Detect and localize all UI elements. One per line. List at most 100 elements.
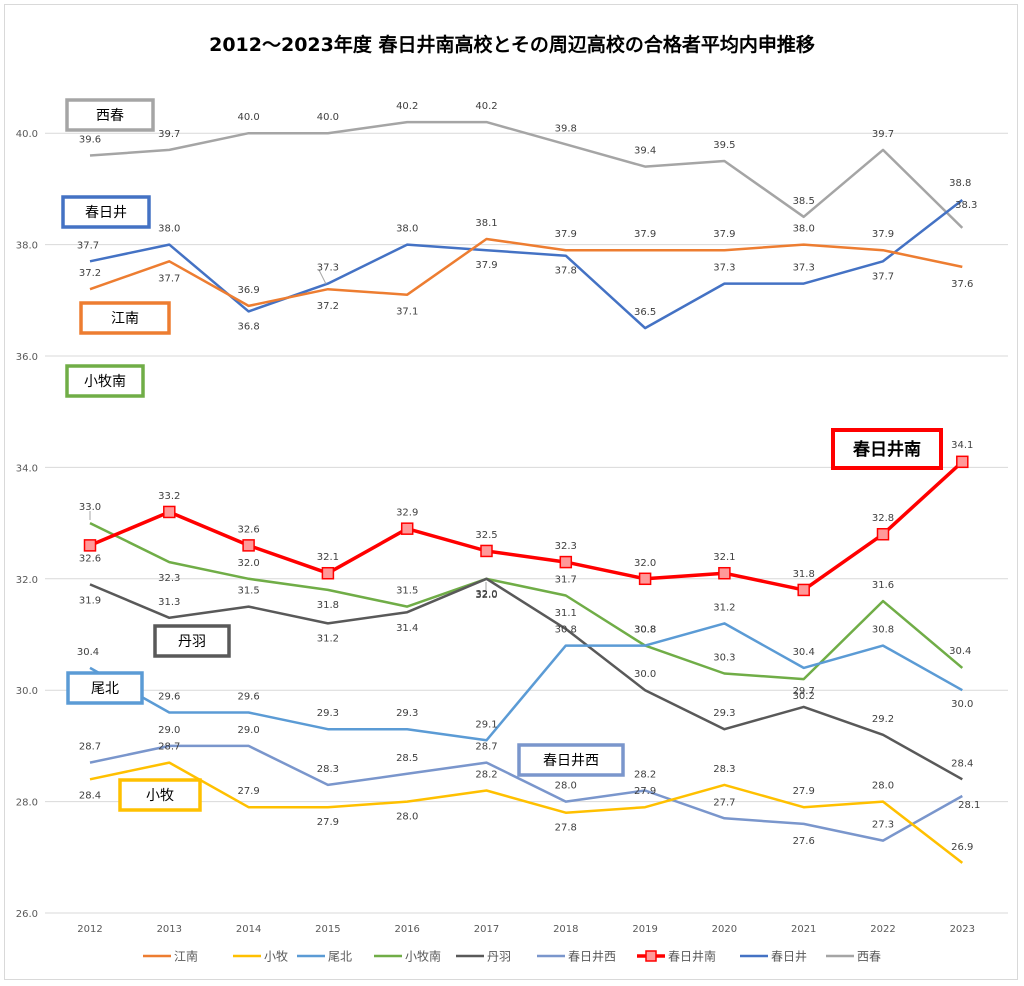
- series-callout-box: [79, 301, 171, 335]
- data-label: 29.3: [713, 708, 735, 719]
- y-tick-label: 26.0: [16, 909, 38, 920]
- data-label: 36.9: [237, 285, 259, 296]
- data-label: 32.0: [634, 558, 656, 569]
- gridlines: [45, 132, 1008, 914]
- data-label: 30.8: [555, 625, 577, 636]
- x-tick-label: 2017: [474, 924, 499, 935]
- data-label: 27.6: [793, 836, 815, 847]
- x-tick-label: 2015: [315, 924, 340, 935]
- data-label: 31.7: [555, 575, 577, 586]
- series-callout-box: [831, 428, 943, 470]
- series-marker: [480, 544, 493, 558]
- data-label: 39.7: [872, 129, 894, 140]
- y-tick-label: 38.0: [16, 241, 38, 252]
- data-label: 29.6: [237, 691, 259, 702]
- series-callout-label: 春日井: [85, 205, 127, 221]
- data-label: 29.7: [793, 686, 815, 697]
- series-callout-box: [153, 624, 231, 658]
- data-label: 30.4: [793, 647, 815, 658]
- series-callout-label: 小牧南: [84, 374, 126, 390]
- data-label: 37.2: [317, 301, 339, 312]
- data-label: 29.0: [158, 725, 180, 736]
- legend: 江南 小牧 尾北 小牧南 丹羽 春日井西 春日井南 春日井 西春: [143, 949, 881, 964]
- data-label: 27.9: [793, 786, 815, 797]
- data-label: 40.2: [475, 101, 497, 112]
- series-line: [89, 120, 964, 229]
- series-marker: [163, 505, 176, 519]
- data-label: 31.8: [793, 569, 815, 580]
- data-label: 32.1: [713, 552, 735, 563]
- data-label: 39.6: [79, 134, 101, 145]
- data-label: 30.4: [77, 647, 99, 658]
- data-label: 38.3: [955, 200, 977, 211]
- leader-line: [318, 269, 327, 285]
- data-label: 32.5: [475, 530, 497, 541]
- data-label: 28.7: [158, 742, 180, 753]
- chart-frame: [4, 4, 1018, 980]
- series-callout-label: 江南: [111, 311, 139, 327]
- data-label: 37.2: [79, 268, 101, 279]
- data-label: 31.4: [396, 623, 418, 634]
- data-label: 28.7: [475, 742, 497, 753]
- data-label: 30.8: [634, 625, 656, 636]
- data-label: 37.7: [158, 273, 180, 284]
- series-line: [89, 521, 964, 681]
- chart-title: 2012～2023年度 春日井南高校とその周辺高校の合格者平均内申推移: [209, 33, 815, 56]
- data-label: 28.3: [317, 764, 339, 775]
- series-line: [89, 460, 964, 592]
- x-tick-label: 2022: [870, 924, 895, 935]
- legend-entry: 江南: [174, 949, 198, 964]
- data-label: 39.8: [555, 123, 577, 134]
- data-label: 37.1: [396, 307, 418, 318]
- leader-lines: [89, 269, 487, 590]
- series-marker: [718, 566, 731, 580]
- data-label: 38.5: [793, 196, 815, 207]
- data-label: 32.3: [555, 541, 577, 552]
- legend-entry: 小牧南: [405, 949, 441, 964]
- series-callout-box: [65, 98, 155, 132]
- series-callout-box: [517, 743, 625, 777]
- data-label: 33.2: [158, 491, 180, 502]
- data-label: 28.2: [634, 769, 656, 780]
- series-callout-label: 尾北: [91, 681, 119, 697]
- data-label: 32.0: [237, 558, 259, 569]
- data-label: 29.3: [317, 708, 339, 719]
- data-label: 31.6: [872, 580, 894, 591]
- legend-marker: [645, 950, 657, 962]
- data-label: 26.9: [951, 842, 973, 853]
- data-label: 28.3: [713, 764, 735, 775]
- data-label: 37.7: [872, 271, 894, 282]
- data-label: 31.1: [555, 608, 577, 619]
- data-label: 31.5: [237, 586, 259, 597]
- data-label: 38.1: [475, 218, 497, 229]
- data-labels: 37.2 37.7 36.9 37.2 37.1 38.1 37.9 37.9 37.9 38.0…: [77, 101, 981, 853]
- legend-entry: 春日井: [771, 950, 807, 964]
- data-label: 38.0: [793, 224, 815, 235]
- data-label: 30.0: [634, 669, 656, 680]
- series-marker: [400, 522, 414, 535]
- data-label: 27.7: [713, 797, 735, 808]
- series-callout-box: [65, 364, 145, 398]
- x-tick-label: 2013: [157, 924, 182, 935]
- legend-entry: 春日井南: [668, 949, 716, 964]
- series-callout-label: 春日井南: [853, 439, 921, 460]
- data-label: 32.3: [158, 573, 180, 584]
- series-callout-box: [61, 195, 151, 229]
- series-callout-box: [118, 778, 202, 812]
- data-label: 28.0: [396, 812, 418, 823]
- data-label: 32.0: [475, 590, 497, 601]
- data-label: 38.0: [396, 224, 418, 235]
- y-tick-label: 32.0: [16, 575, 38, 586]
- data-label: 31.3: [158, 597, 180, 608]
- series-line: [89, 199, 964, 330]
- series-marker: [956, 455, 969, 469]
- series-line: [89, 577, 963, 781]
- data-label: 30.3: [713, 652, 735, 663]
- series-marker: [559, 555, 573, 569]
- data-label: 32.6: [237, 524, 259, 535]
- data-label: 29.3: [396, 708, 418, 719]
- series-lines: [83, 120, 969, 864]
- x-tick-label: 2020: [712, 924, 737, 935]
- data-label: 38.8: [949, 178, 971, 189]
- data-label: 37.9: [555, 229, 577, 240]
